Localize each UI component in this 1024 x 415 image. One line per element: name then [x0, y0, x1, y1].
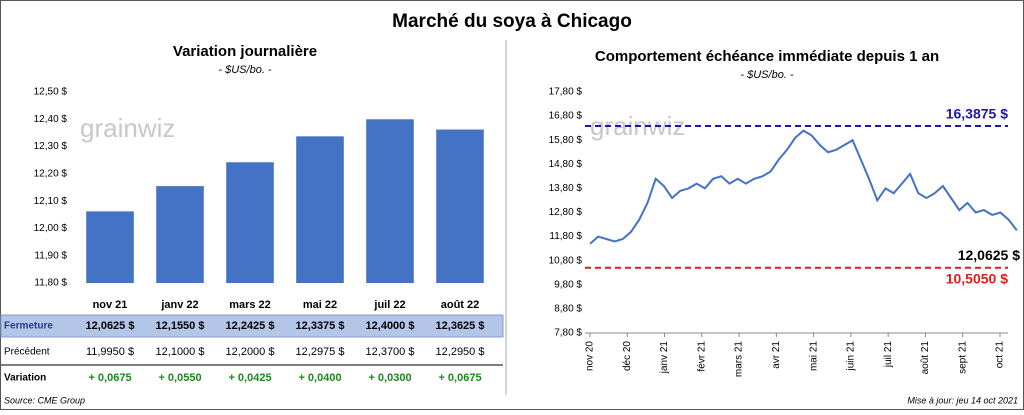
y-tick-label: 7,80 $	[554, 328, 582, 339]
x-tick-label: nov 21	[93, 299, 128, 311]
table-cell: 12,1000 $	[156, 346, 205, 358]
y-tick-label: 13,80 $	[549, 183, 583, 194]
x-tick-label: juil 21	[883, 341, 894, 369]
y-tick-label: 11,90 $	[34, 250, 67, 261]
y-tick-label: 16,80 $	[549, 111, 583, 122]
y-tick-label: 15,80 $	[549, 135, 583, 146]
bar	[156, 186, 204, 283]
y-tick-label: 9,80 $	[554, 279, 582, 290]
table-cell: + 0,0675	[438, 372, 481, 384]
y-tick-label: 12,00 $	[34, 223, 68, 234]
x-tick-label: juil 22	[373, 299, 405, 311]
y-tick-label: 10,80 $	[549, 255, 583, 266]
last-value-label: 12,0625 $	[958, 247, 1020, 263]
watermark: grainwiz	[80, 113, 175, 143]
x-tick-label: oct 21	[995, 341, 1006, 369]
y-tick-label: 12,20 $	[34, 168, 68, 179]
chart-title: Variation journalière	[173, 43, 317, 60]
table-cell: 12,2000 $	[226, 346, 275, 358]
reference-label: 10,5050 $	[946, 271, 1008, 287]
x-tick-label: févr 21	[696, 341, 707, 372]
table-cell: + 0,0425	[228, 372, 271, 384]
y-tick-label: 12,50 $	[34, 87, 68, 98]
x-tick-label: mars 22	[229, 299, 271, 311]
chart-subtitle: - $US/bo. -	[218, 64, 272, 76]
y-tick-label: 12,30 $	[34, 141, 68, 152]
y-tick-label: 11,80 $	[34, 278, 67, 289]
bar	[226, 162, 274, 283]
updated: Mise à jour: jeu 14 oct 2021	[907, 395, 1018, 405]
y-tick-label: 11,80 $	[549, 231, 582, 242]
source: Source: CME Group	[4, 395, 85, 405]
y-tick-label: 12,80 $	[549, 207, 583, 218]
x-tick-label: juin 21	[846, 341, 857, 372]
table-cell: 12,4000 $	[366, 320, 415, 332]
x-tick-label: janv 21	[659, 341, 670, 375]
table-cell: + 0,0675	[88, 372, 131, 384]
row-label: Variation	[4, 373, 46, 384]
row-label: Fermeture	[4, 321, 53, 332]
x-tick-label: janv 22	[160, 299, 198, 311]
x-tick-label: sept 21	[957, 341, 968, 374]
table-cell: + 0,0550	[158, 372, 201, 384]
x-tick-label: mai 21	[808, 341, 819, 371]
x-tick-label: mai 22	[303, 299, 337, 311]
chart-title: Comportement échéance immédiate depuis 1…	[595, 48, 939, 65]
row-label: Précédent	[4, 347, 50, 358]
reference-label: 16,3875 $	[946, 106, 1008, 122]
table-cell: 12,2950 $	[436, 346, 485, 358]
x-tick-label: avr 21	[771, 341, 782, 369]
table-cell: 12,1550 $	[156, 320, 205, 332]
table-cell: 12,0625 $	[86, 320, 135, 332]
table-cell: 12,3700 $	[366, 346, 415, 358]
x-tick-label: nov 20	[585, 341, 596, 371]
chart-subtitle: - $US/bo. -	[740, 69, 794, 81]
table-cell: 12,2425 $	[226, 320, 275, 332]
x-tick-label: mars 21	[734, 341, 745, 378]
x-tick-label: août 21	[920, 341, 931, 375]
bar	[366, 119, 414, 284]
page-title: Marché du soya à Chicago	[392, 11, 632, 32]
y-tick-label: 12,40 $	[34, 114, 68, 125]
y-tick-label: 17,80 $	[549, 87, 583, 98]
table-cell: 11,9950 $	[86, 346, 134, 358]
bar	[436, 129, 484, 283]
table-cell: 12,3625 $	[436, 320, 485, 332]
table-cell: 12,3375 $	[296, 320, 345, 332]
table-cell: + 0,0300	[368, 372, 411, 384]
x-tick-label: août 22	[441, 299, 480, 311]
table-cell: + 0,0400	[298, 372, 341, 384]
y-tick-label: 12,10 $	[34, 196, 68, 207]
y-tick-label: 8,80 $	[554, 304, 582, 315]
y-tick-label: 14,80 $	[549, 159, 583, 170]
bar	[296, 136, 344, 283]
table-cell: 12,2975 $	[296, 346, 345, 358]
x-tick-label: déc 20	[622, 341, 633, 371]
price-line	[589, 129, 1018, 245]
bar	[86, 211, 134, 283]
table-highlight	[0, 314, 504, 338]
